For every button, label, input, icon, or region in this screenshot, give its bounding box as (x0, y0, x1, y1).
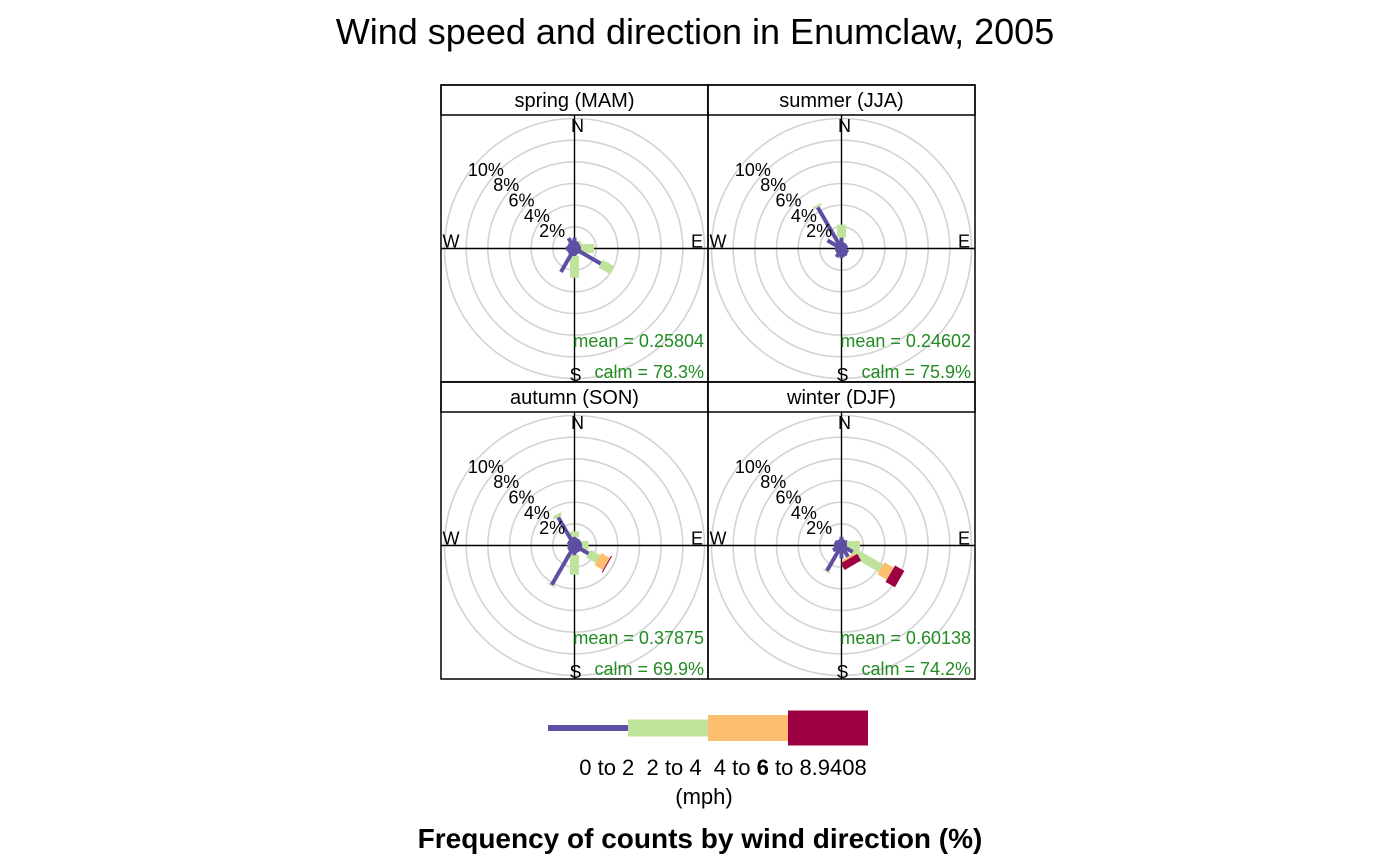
bar-210deg-bin2 (547, 582, 556, 589)
bar-120deg-bin3 (594, 552, 610, 570)
mean-text: mean = 0.24602 (840, 331, 971, 351)
panel-strip-label: autumn (SON) (510, 387, 639, 409)
panel-strip-label: summer (JJA) (779, 90, 903, 112)
calm-text: calm = 78.3% (594, 362, 704, 382)
compass-w-label: W (443, 232, 460, 252)
radial-tick-label: 2% (806, 221, 832, 241)
bar-330deg-bin2 (552, 512, 563, 520)
radial-tick-label: 6% (776, 488, 802, 508)
legend-label-part: 2 to 4 (634, 755, 701, 780)
compass-s-label: S (836, 662, 848, 682)
bar-330deg-bin1 (836, 538, 844, 547)
bar-330deg-bin1 (815, 206, 844, 250)
legend-bin-labels: 0 to 2 2 to 4 4 to 6 to 8.9408 (579, 755, 867, 780)
legend: 0 to 2 2 to 4 4 to 6 to 8.9408 (mph) (548, 710, 868, 809)
legend-label-part: 4 to (702, 755, 757, 780)
radial-tick-label: 6% (776, 191, 802, 211)
bar-210deg-bin1 (559, 247, 577, 273)
panel-strip-label: spring (MAM) (514, 90, 634, 112)
bar-330deg-bin1 (556, 516, 577, 547)
radial-tick-label: 2% (539, 221, 565, 241)
compass-s-label: S (836, 365, 848, 385)
compass-e-label: E (691, 232, 703, 252)
calm-text: calm = 75.9% (861, 362, 971, 382)
radial-tick-label: 4% (791, 503, 817, 523)
chart-title: Wind speed and direction in Enumclaw, 20… (336, 11, 1054, 52)
radial-tick-label: 10% (468, 457, 504, 477)
mean-text: mean = 0.25804 (573, 331, 704, 351)
radial-tick-label: 4% (524, 206, 550, 226)
compass-n-label: N (838, 413, 851, 433)
legend-label-part: 6 (757, 755, 769, 780)
legend-key-2 (628, 719, 708, 737)
bar-120deg-bin3 (877, 562, 894, 580)
radial-tick-label: 8% (493, 472, 519, 492)
bar-150deg-bin4 (840, 553, 862, 570)
calm-text: calm = 69.9% (594, 659, 704, 679)
bar-120deg-bin4 (885, 565, 905, 588)
compass-e-label: E (691, 529, 703, 549)
radial-tick-label: 10% (735, 457, 771, 477)
mean-text: mean = 0.60138 (840, 628, 971, 648)
compass-n-label: N (838, 116, 851, 136)
panel-strip (707, 381, 976, 413)
compass-w-label: W (443, 529, 460, 549)
compass-w-label: W (710, 232, 727, 252)
bar-120deg-bin1 (573, 246, 602, 266)
radial-tick-label: 10% (468, 160, 504, 180)
mean-text: mean = 0.37875 (573, 628, 704, 648)
legend-label-part: 0 to 2 (579, 755, 634, 780)
bar-120deg-bin2 (598, 259, 615, 275)
radial-tick-label: 8% (493, 175, 519, 195)
compass-s-label: S (569, 365, 581, 385)
compass-n-label: N (571, 413, 584, 433)
panel-strip-label: winter (DJF) (786, 387, 896, 409)
legend-unit: (mph) (675, 784, 732, 809)
radial-tick-label: 2% (539, 518, 565, 538)
radial-tick-label: 6% (509, 191, 535, 211)
bar-210deg-bin1 (825, 544, 844, 572)
radial-tick-label: 8% (760, 472, 786, 492)
legend-key-4 (788, 710, 868, 746)
radial-tick-label: 6% (509, 488, 535, 508)
bar-150deg-bin3 (841, 553, 856, 563)
x-axis-label: Frequency of counts by wind direction (%… (418, 823, 983, 854)
compass-e-label: E (958, 529, 970, 549)
legend-key-1 (548, 725, 628, 731)
radial-tick-label: 2% (806, 518, 832, 538)
radial-tick-label: 8% (760, 175, 786, 195)
bar-120deg-bin2 (586, 549, 601, 563)
bar-330deg-bin1 (566, 237, 577, 250)
compass-e-label: E (958, 232, 970, 252)
compass-s-label: S (569, 662, 581, 682)
radial-tick-label: 4% (791, 206, 817, 226)
bar-120deg-bin4 (601, 555, 613, 573)
bar-330deg-bin2 (812, 203, 822, 210)
panel-border (707, 381, 976, 680)
radial-tick-label: 10% (735, 160, 771, 180)
compass-w-label: W (710, 529, 727, 549)
calm-text: calm = 74.2% (861, 659, 971, 679)
legend-key-3 (708, 715, 788, 741)
bar-210deg-bin1 (550, 544, 577, 586)
compass-n-label: N (571, 116, 584, 136)
legend-label-part: to 8.9408 (769, 755, 867, 780)
radial-tick-label: 4% (524, 503, 550, 523)
bar-210deg-bin2 (822, 568, 831, 575)
